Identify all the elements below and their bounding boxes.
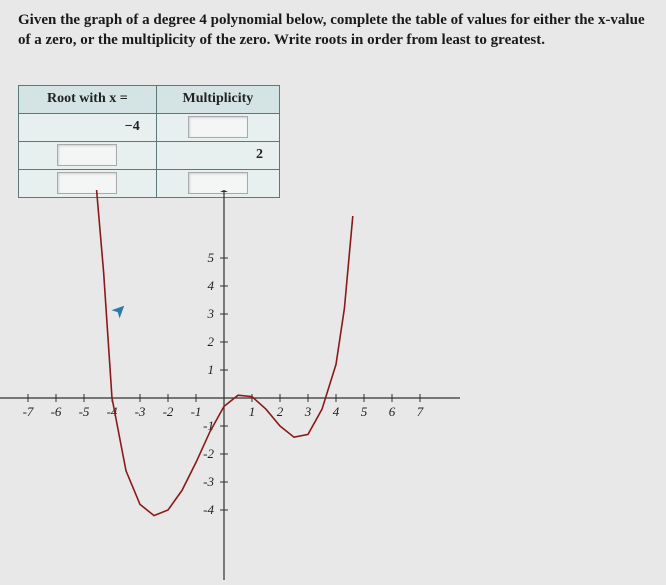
svg-text:7: 7	[417, 404, 424, 419]
svg-text:2: 2	[277, 404, 284, 419]
table-row: 2	[19, 141, 280, 169]
multiplicity-input[interactable]	[188, 116, 248, 138]
roots-table: Root with x = Multiplicity −4 2	[18, 85, 280, 198]
svg-text:-3: -3	[135, 404, 146, 419]
table-header-row: Root with x = Multiplicity	[19, 85, 280, 113]
svg-text:4: 4	[208, 278, 215, 293]
svg-text:4: 4	[333, 404, 340, 419]
svg-text:-1: -1	[191, 404, 202, 419]
svg-text:1: 1	[249, 404, 256, 419]
roots-table-wrap: Root with x = Multiplicity −4 2	[18, 85, 280, 198]
header-root: Root with x =	[19, 85, 157, 113]
graph-svg: -7-6-5-4-3-2-11234567-4-3-2-112345	[0, 190, 460, 580]
svg-text:-7: -7	[23, 404, 34, 419]
svg-text:1: 1	[208, 362, 215, 377]
svg-text:3: 3	[207, 306, 215, 321]
svg-text:-2: -2	[163, 404, 174, 419]
problem-instructions: Given the graph of a degree 4 polynomial…	[0, 0, 666, 55]
svg-text:2: 2	[208, 334, 215, 349]
mult-cell-given: 2	[156, 141, 279, 169]
svg-text:6: 6	[389, 404, 396, 419]
table-row: −4	[19, 113, 280, 141]
root-input[interactable]	[57, 144, 117, 166]
svg-text:-2: -2	[203, 446, 214, 461]
svg-text:3: 3	[304, 404, 312, 419]
svg-text:-5: -5	[79, 404, 90, 419]
polynomial-graph: -7-6-5-4-3-2-11234567-4-3-2-112345	[0, 190, 460, 580]
root-cell	[19, 141, 157, 169]
svg-text:5: 5	[208, 250, 215, 265]
svg-text:-1: -1	[203, 418, 214, 433]
header-multiplicity: Multiplicity	[156, 85, 279, 113]
svg-text:-6: -6	[51, 404, 62, 419]
mult-cell	[156, 113, 279, 141]
svg-text:-4: -4	[203, 502, 214, 517]
svg-text:5: 5	[361, 404, 368, 419]
root-cell-given: −4	[19, 113, 157, 141]
svg-text:-3: -3	[203, 474, 214, 489]
